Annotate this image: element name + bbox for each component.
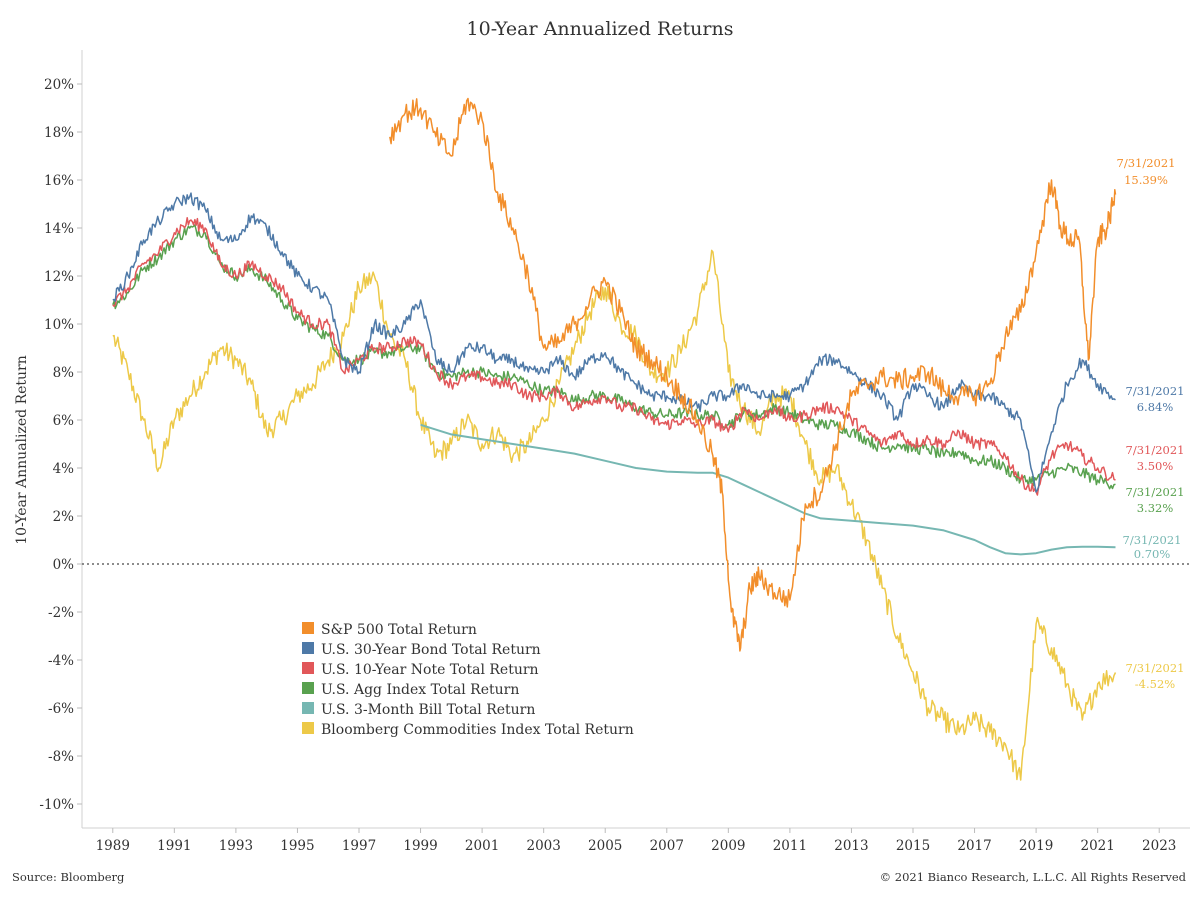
y-tick-label: 20% <box>44 77 74 93</box>
y-tick-label: -10% <box>39 797 74 813</box>
y-tick-label: 14% <box>44 221 74 237</box>
y-tick-label: 16% <box>44 173 74 189</box>
series-line-4 <box>420 423 1116 556</box>
legend-swatch <box>302 682 314 694</box>
end-label-value: 6.84% <box>1137 400 1174 414</box>
x-tick-label: 2023 <box>1142 838 1176 854</box>
y-tick-label: 10% <box>44 317 74 333</box>
y-tick-label: -6% <box>48 701 74 717</box>
x-tick-label: 2011 <box>773 838 807 854</box>
x-tick-label: 1989 <box>96 838 130 854</box>
x-tick-label: 2021 <box>1080 838 1114 854</box>
legend-label: U.S. 30-Year Bond Total Return <box>321 642 541 658</box>
series-line-5 <box>112 249 1117 781</box>
series-line-3 <box>112 224 1116 490</box>
x-tick-label: 2007 <box>650 838 684 854</box>
legend-swatch <box>302 642 314 654</box>
y-tick-label: 12% <box>44 269 74 285</box>
end-label-date: 7/31/2021 <box>1117 156 1176 170</box>
y-tick-label: 18% <box>44 125 74 141</box>
x-tick-label: 1991 <box>157 838 191 854</box>
x-tick-label: 2015 <box>896 838 930 854</box>
end-label-value: 3.32% <box>1137 501 1174 515</box>
x-tick-label: 1997 <box>342 838 376 854</box>
legend-swatch <box>302 722 314 734</box>
x-tick-label: 2017 <box>957 838 991 854</box>
end-label-value: -4.52% <box>1135 677 1175 691</box>
legend-label: U.S. Agg Index Total Return <box>321 682 519 698</box>
x-tick-label: 1993 <box>219 838 253 854</box>
y-tick-label: 2% <box>53 509 75 525</box>
x-tick-label: 1995 <box>280 838 314 854</box>
legend-label: U.S. 10-Year Note Total Return <box>321 662 539 678</box>
y-tick-label: 8% <box>53 365 75 381</box>
y-tick-label: -2% <box>48 605 74 621</box>
y-tick-label: -4% <box>48 653 74 669</box>
end-label-value: 15.39% <box>1124 173 1168 187</box>
x-tick-label: 2019 <box>1019 838 1053 854</box>
series-line-2 <box>112 217 1116 496</box>
series-line-0 <box>389 97 1117 652</box>
x-tick-label: 2001 <box>465 838 499 854</box>
legend-label: S&P 500 Total Return <box>321 622 477 638</box>
legend-swatch <box>302 702 314 714</box>
y-tick-label: 6% <box>53 413 75 429</box>
series-line-1 <box>112 192 1116 493</box>
source-note: Source: Bloomberg <box>12 870 125 884</box>
legend-swatch <box>302 622 314 634</box>
x-tick-label: 2003 <box>526 838 560 854</box>
end-label-date: 7/31/2021 <box>1126 443 1185 457</box>
end-label-date: 7/31/2021 <box>1126 384 1185 398</box>
y-tick-label: -8% <box>48 749 74 765</box>
end-label-date: 7/31/2021 <box>1126 661 1185 675</box>
y-tick-label: 0% <box>53 557 75 573</box>
x-tick-label: 2009 <box>711 838 745 854</box>
copyright-note: © 2021 Bianco Research, L.L.C. All Right… <box>879 870 1186 884</box>
y-tick-label: 4% <box>53 461 75 477</box>
chart-title: 10-Year Annualized Returns <box>466 18 734 40</box>
x-tick-label: 2013 <box>834 838 868 854</box>
end-label-value: 0.70% <box>1134 547 1171 561</box>
end-label-date: 7/31/2021 <box>1123 533 1182 547</box>
end-label-date: 7/31/2021 <box>1126 485 1185 499</box>
legend-label: U.S. 3-Month Bill Total Return <box>321 702 535 718</box>
x-tick-label: 2005 <box>588 838 622 854</box>
legend-swatch <box>302 662 314 674</box>
end-label-value: 3.50% <box>1137 459 1174 473</box>
x-tick-label: 1999 <box>403 838 437 854</box>
legend-label: Bloomberg Commodities Index Total Return <box>321 722 634 738</box>
